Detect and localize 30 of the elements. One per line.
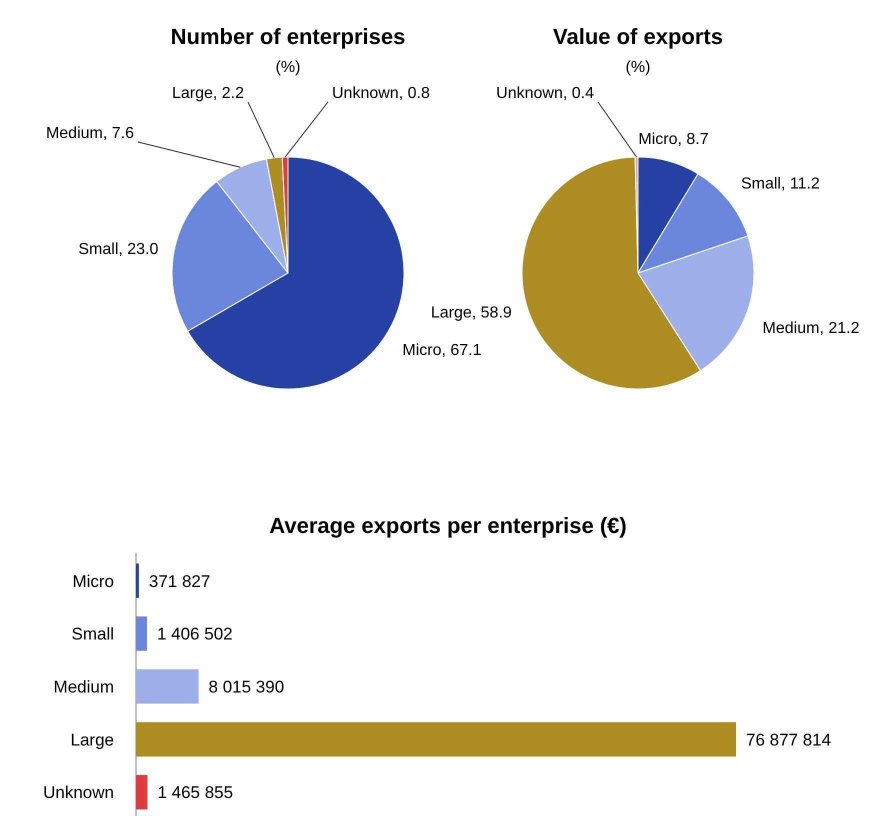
chart-title: Average exports per enterprise (€) bbox=[269, 513, 627, 538]
y-tick-label: Large bbox=[70, 730, 114, 750]
y-tick-label: Small bbox=[71, 624, 114, 644]
slice-label: Unknown, 0.4 bbox=[496, 85, 594, 102]
slice-label: Large, 58.9 bbox=[430, 304, 512, 322]
slice-label: Micro, 67.1 bbox=[402, 342, 482, 359]
data-label: 76 877 814 bbox=[746, 730, 832, 750]
data-label: 371 827 bbox=[148, 572, 210, 591]
slice-label: Large, 2.2 bbox=[172, 85, 244, 102]
slice-label: Small, 11.2 bbox=[740, 175, 820, 192]
slice-label: Micro, 8.7 bbox=[638, 130, 709, 148]
y-tick-label: Unknown bbox=[43, 783, 114, 802]
y-tick-label: Micro bbox=[72, 572, 114, 591]
data-label: 8 015 390 bbox=[208, 678, 284, 696]
bar bbox=[136, 722, 736, 757]
chart-subtitle: (%) bbox=[626, 59, 650, 76]
chart-title: Value of exports bbox=[553, 24, 723, 49]
slice-label: Small, 23.0 bbox=[78, 240, 159, 258]
data-label: 1 465 855 bbox=[157, 783, 234, 802]
slice-label: Unknown, 0.8 bbox=[332, 85, 430, 102]
chart-title: Number of enterprises bbox=[170, 24, 406, 49]
bar bbox=[136, 564, 139, 598]
bar bbox=[136, 775, 148, 810]
chart-subtitle: (%) bbox=[276, 59, 300, 76]
y-tick-label: Medium bbox=[54, 678, 114, 696]
slice-label: Medium, 7.6 bbox=[46, 125, 134, 142]
bar bbox=[136, 616, 147, 651]
data-label: 1 406 502 bbox=[156, 624, 233, 644]
slice-label: Medium, 21.2 bbox=[762, 320, 860, 337]
bar bbox=[136, 669, 199, 704]
